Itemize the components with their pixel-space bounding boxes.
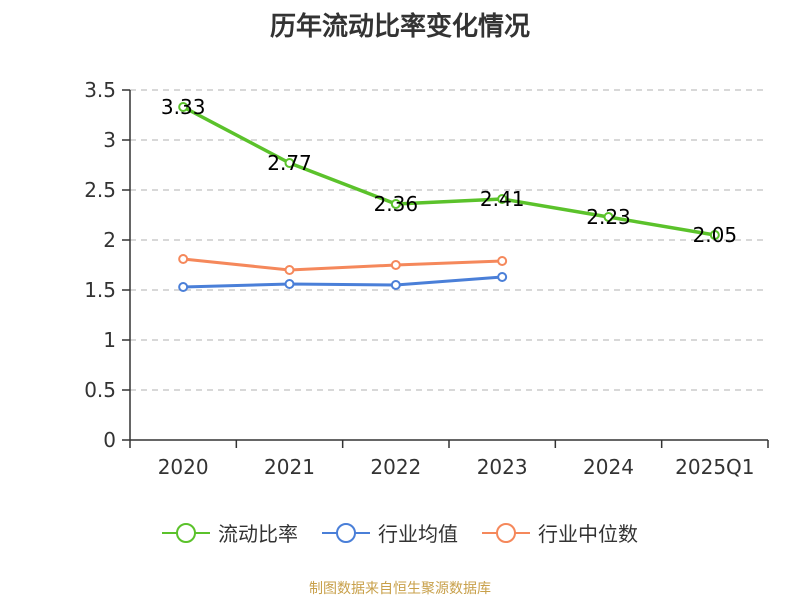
data-label-2021: 2.77: [267, 151, 312, 175]
y-tick-label-5: 2.5: [84, 178, 116, 202]
chart-title: 历年流动比率变化情况: [269, 12, 530, 42]
y-tick-label-4: 2: [103, 228, 116, 252]
series-1-point-2021[interactable]: [284, 279, 295, 289]
data-label-2022: 2.36: [374, 192, 419, 216]
legend-label-current-ratio: 流动比率: [218, 522, 298, 546]
axes: 0 0.5 1 1.5 2 2.5 3 3.5 2020 2021 2022 2023 2024 2025…: [84, 78, 769, 479]
data-label-2023: 2.41: [480, 187, 525, 211]
y-tick-label-3: 1.5: [84, 278, 116, 302]
legend-item-current-ratio[interactable]: 流动比率: [162, 518, 298, 547]
series-0-point-2020[interactable]: [178, 102, 189, 112]
series-line-1: [183, 275, 503, 289]
data-labels: 3.33 2.77 2.36 2.41 2.23 2.05: [161, 95, 737, 247]
legend-swatch-current-ratio: [162, 521, 210, 545]
series-group: [178, 102, 720, 292]
y-tick-label-7: 3.5: [84, 78, 116, 102]
data-source-note: 制图数据来自恒生聚源数据库: [309, 581, 491, 597]
x-tick-label-2023: 2023: [477, 455, 528, 479]
series-2-point-2022[interactable]: [390, 260, 401, 270]
x-tick-label-2020: 2020: [158, 455, 209, 479]
series-0-point-2025Q1[interactable]: [709, 230, 720, 240]
data-label-2025Q1: 2.05: [693, 223, 738, 247]
legend-label-industry-median: 行业中位数: [538, 522, 638, 546]
legend-swatch-industry-mean: [322, 521, 370, 545]
y-tick-label-6: 3: [103, 128, 116, 152]
legend-item-industry-median[interactable]: 行业中位数: [482, 518, 638, 547]
legend-item-industry-mean[interactable]: 行业均值: [322, 518, 458, 547]
data-label-2024: 2.23: [586, 205, 631, 229]
y-tick-label-1: 0.5: [84, 378, 116, 402]
series-0-point-2024[interactable]: [603, 212, 614, 222]
x-tick-label-2025Q1: 2025Q1: [675, 455, 754, 479]
series-line-0: [182, 105, 716, 237]
x-tick-label-2022: 2022: [370, 455, 421, 479]
series-1-point-2023[interactable]: [497, 272, 508, 282]
data-label-2020: 3.33: [161, 95, 206, 119]
series-2-point-2021[interactable]: [284, 265, 295, 275]
series-0-point-2022[interactable]: [390, 199, 401, 209]
series-2-point-2023[interactable]: [497, 256, 508, 266]
x-tick-label-2024: 2024: [583, 455, 634, 479]
legend-label-industry-mean: 行业均值: [378, 522, 458, 546]
y-tick-label-2: 1: [103, 328, 116, 352]
x-tick-label-2021: 2021: [264, 455, 315, 479]
series-0-point-2023[interactable]: [497, 194, 508, 204]
series-0-point-2021[interactable]: [284, 158, 295, 168]
y-tick-label-0: 0: [103, 428, 116, 452]
series-1-point-2022[interactable]: [390, 280, 401, 290]
series-2-point-2020[interactable]: [178, 254, 189, 264]
legend: 流动比率 行业均值 行业中位数: [0, 518, 800, 547]
legend-swatch-industry-median: [482, 521, 530, 545]
gridlines: [130, 89, 768, 391]
series-1-point-2020[interactable]: [178, 282, 189, 292]
series-line-2: [183, 257, 503, 272]
